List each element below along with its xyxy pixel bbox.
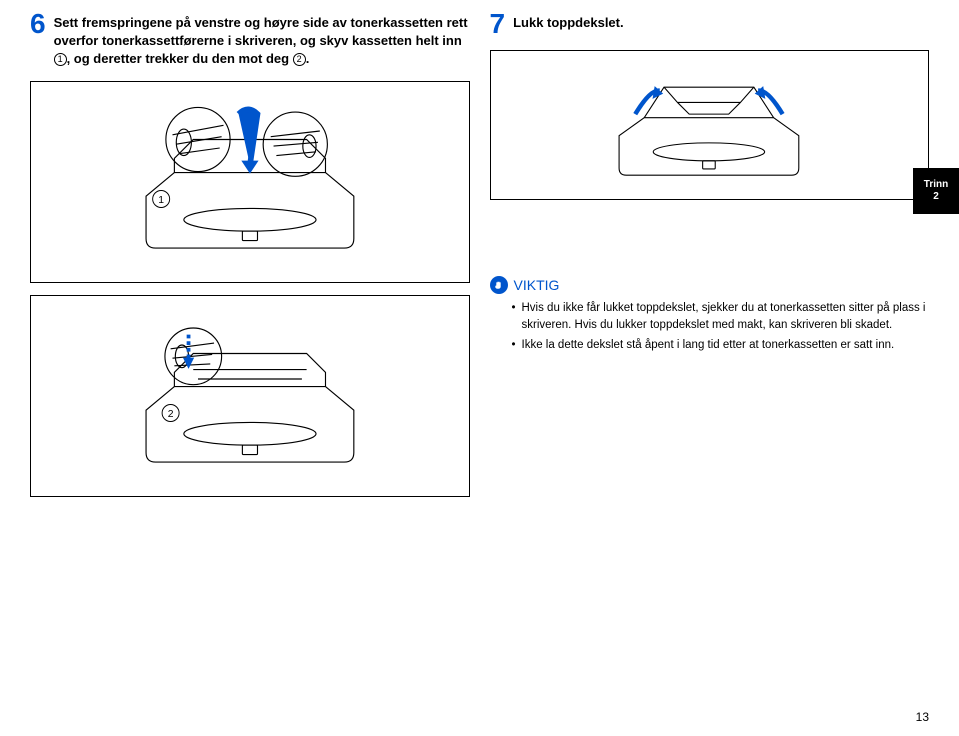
viktig-bullets: Hvis du ikke får lukket toppdekslet, sje…: [490, 300, 930, 354]
page-number: 13: [916, 710, 929, 724]
viktig-block: VIKTIG Hvis du ikke får lukket toppdeksl…: [490, 276, 930, 354]
step-7-header: 7 Lukk toppdekslet.: [490, 10, 930, 38]
side-tab-line2: 2: [933, 191, 939, 203]
printer-toner-push-icon: 2: [64, 311, 436, 481]
illustration-step7: [490, 50, 930, 200]
circled-2: 2: [293, 53, 306, 66]
printer-close-cover-icon: [523, 62, 895, 188]
illustration-step6-a: 1: [30, 81, 470, 283]
viktig-bullet-2: Ikke la dette dekslet stå åpent i lang t…: [512, 337, 930, 354]
svg-text:1: 1: [158, 194, 164, 205]
printer-toner-insert-icon: 1: [64, 97, 436, 267]
circled-1: 1: [54, 53, 67, 66]
step-7-text: Lukk toppdekslet.: [513, 10, 624, 32]
left-column: 6 Sett fremspringene på venstre og høyre…: [30, 10, 470, 509]
viktig-title: VIKTIG: [514, 277, 560, 293]
step-6-header: 6 Sett fremspringene på venstre og høyre…: [30, 10, 470, 69]
svg-text:2: 2: [168, 408, 174, 419]
step-7-number: 7: [490, 10, 506, 38]
illustration-step6-b: 2: [30, 295, 470, 497]
step-6-text-a: Sett fremspringene på venstre og høyre s…: [54, 15, 468, 48]
viktig-bullet-1: Hvis du ikke får lukket toppdekslet, sje…: [512, 300, 930, 333]
hand-stop-icon: [490, 276, 508, 294]
viktig-header: VIKTIG: [490, 276, 930, 294]
step-6-number: 6: [30, 10, 46, 38]
step-6-text-b: , og deretter trekker du den mot deg: [67, 51, 293, 66]
side-tab: Trinn 2: [913, 168, 959, 214]
step-6-text: Sett fremspringene på venstre og høyre s…: [54, 10, 470, 69]
side-tab-line1: Trinn: [924, 179, 948, 191]
step-6-text-c: .: [306, 51, 310, 66]
right-column: 7 Lukk toppdekslet.: [490, 10, 930, 509]
